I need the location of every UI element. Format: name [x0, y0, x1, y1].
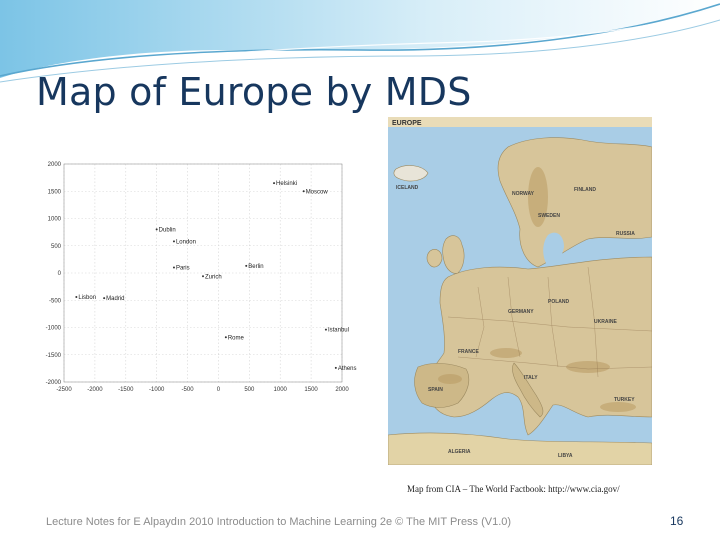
map-borders	[447, 266, 652, 378]
y-tick-label: 500	[51, 244, 62, 250]
map-label: EUROPE	[392, 120, 422, 127]
map-country-label: FINLAND	[574, 187, 596, 193]
map-country-label: FRANCE	[458, 349, 479, 355]
city-point	[324, 328, 327, 331]
europe-map-image: EUROPE NORWAY SWEDEN FINLAND RUSSIA ICEL…	[388, 117, 652, 465]
city-label: Paris	[176, 266, 190, 272]
city-label: Berlin	[248, 264, 263, 270]
map-header-band	[388, 117, 652, 127]
map-country-label: ALGERIA	[448, 449, 471, 455]
map-country-label: TURKEY	[614, 397, 635, 403]
city-point	[245, 264, 248, 267]
x-tick-label: -2500	[56, 387, 72, 393]
map-country-label: LIBYA	[558, 453, 573, 459]
plot-area	[64, 164, 342, 382]
mds-scatter-plot: -2500 -2000 -1500 -1000 -500 0 500 1000 1500 2000…	[46, 162, 357, 393]
y-tick-label: 0	[58, 271, 62, 277]
header-swoosh	[0, 0, 720, 83]
x-tick-label: 500	[244, 387, 255, 393]
map-country-label: ICELAND	[396, 185, 419, 191]
map-iberia	[414, 363, 470, 408]
map-relief	[438, 167, 636, 412]
city-point	[75, 295, 78, 298]
city-point	[202, 275, 204, 278]
x-tick-label: 2000	[335, 387, 349, 393]
x-tick-label: 0	[217, 387, 221, 393]
x-tick-label: -1000	[149, 387, 165, 393]
map-north-africa	[388, 432, 652, 465]
city-point	[224, 336, 227, 339]
map-country-label: POLAND	[548, 299, 570, 305]
footer-text: Lecture Notes for E Alpaydın 2010 Introd…	[46, 516, 512, 528]
x-tick-label: -500	[182, 387, 195, 393]
x-tick-label: 1500	[304, 387, 318, 393]
city-label: Rome	[228, 335, 245, 341]
map-country-label: GERMANY	[508, 309, 534, 315]
city-label: Istanbul	[328, 328, 349, 334]
city-label: Madrid	[106, 296, 124, 302]
x-tick-label: -1500	[118, 387, 134, 393]
y-tick-label: -2000	[46, 380, 62, 386]
city-label: Zurich	[205, 274, 222, 280]
y-tick-label: 1000	[48, 217, 62, 223]
city-label: Moscow	[306, 189, 329, 195]
y-tick-label: 2000	[48, 162, 62, 168]
y-tick-label: -1500	[46, 353, 62, 359]
map-caption: Map from CIA – The World Factbook: http:…	[407, 484, 620, 494]
map-continent	[427, 256, 652, 436]
map-country-label: RUSSIA	[616, 231, 635, 237]
city-label: Dublin	[159, 227, 176, 233]
map-country-label: UKRAINE	[594, 319, 617, 325]
city-point	[334, 366, 337, 369]
page-number: 16	[670, 514, 684, 528]
slide-title: Map of Europe by MDS	[36, 70, 472, 114]
x-tick-label: 1000	[274, 387, 288, 393]
map-country-label: SPAIN	[428, 387, 443, 393]
x-tick-label: -2000	[87, 387, 103, 393]
y-tick-label: 1500	[48, 189, 62, 195]
map-country-label: SWEDEN	[538, 213, 560, 219]
map-baltic-sea	[543, 232, 564, 265]
city-label: Athens	[338, 366, 357, 372]
city-point	[155, 228, 158, 231]
map-ireland	[426, 249, 443, 268]
city-label: London	[176, 239, 196, 245]
map-iceland	[393, 165, 429, 182]
plot-frame	[63, 163, 343, 383]
y-tick-label: -500	[49, 298, 62, 304]
map-british-isles	[442, 235, 465, 274]
city-label: Lisbon	[78, 295, 96, 301]
city-point	[273, 182, 276, 185]
city-point	[172, 266, 175, 269]
map-country-label: ITALY	[524, 375, 538, 381]
city-point	[172, 240, 175, 243]
city-label: Helsinki	[276, 181, 297, 187]
y-tick-label: -1000	[46, 326, 62, 332]
map-italy	[512, 362, 544, 418]
city-point	[302, 190, 305, 193]
city-point	[103, 297, 106, 300]
map-country-label: NORWAY	[512, 191, 535, 197]
